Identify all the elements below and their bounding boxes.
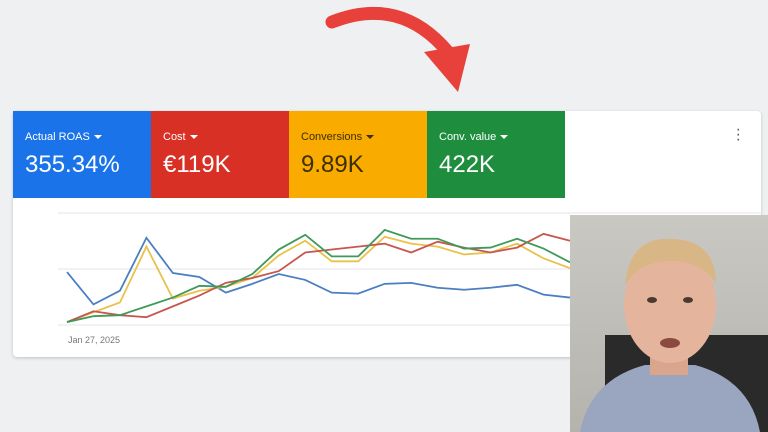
more-vert-icon[interactable]: · · · bbox=[735, 121, 741, 148]
red-arrow-icon bbox=[325, 6, 470, 92]
series-line-conv-value bbox=[66, 228, 571, 323]
caret-down-icon bbox=[93, 135, 102, 139]
presenter-video bbox=[570, 215, 768, 432]
scorecard-label-text: Conversions bbox=[301, 131, 363, 143]
scorecard-cost[interactable]: Cost €119K bbox=[151, 111, 289, 198]
caret-down-icon bbox=[366, 135, 375, 139]
series-line-cost bbox=[66, 232, 571, 323]
series-line-conversions bbox=[66, 235, 571, 323]
scorecard-label-text: Cost bbox=[163, 131, 186, 143]
scorecard-label: Conversions bbox=[301, 131, 427, 143]
scorecard-label: Conv. value bbox=[439, 131, 565, 143]
scorecard-label: Cost bbox=[163, 131, 289, 143]
scorecard-value: 422K bbox=[439, 151, 496, 178]
scorecard-actual-roas[interactable]: Actual ROAS 355.34% bbox=[13, 111, 151, 198]
scorecard-conversions[interactable]: Conversions 9.89K bbox=[289, 111, 427, 198]
scorecard-value: €119K bbox=[163, 151, 231, 178]
scorecard-value: 355.34% bbox=[25, 151, 120, 178]
scorecard-label: Actual ROAS bbox=[25, 131, 151, 143]
scorecard-label-text: Actual ROAS bbox=[25, 131, 90, 143]
series-line-actual-roas bbox=[66, 236, 571, 306]
scorecard-value: 9.89K bbox=[301, 151, 364, 178]
x-axis-start-label: Jan 27, 2025 bbox=[68, 335, 121, 345]
caret-down-icon bbox=[189, 135, 198, 139]
scorecard-label-text: Conv. value bbox=[439, 131, 497, 143]
presenter-image bbox=[580, 238, 768, 432]
caret-down-icon bbox=[500, 135, 509, 139]
scorecard-conv-value[interactable]: Conv. value 422K bbox=[427, 111, 565, 198]
